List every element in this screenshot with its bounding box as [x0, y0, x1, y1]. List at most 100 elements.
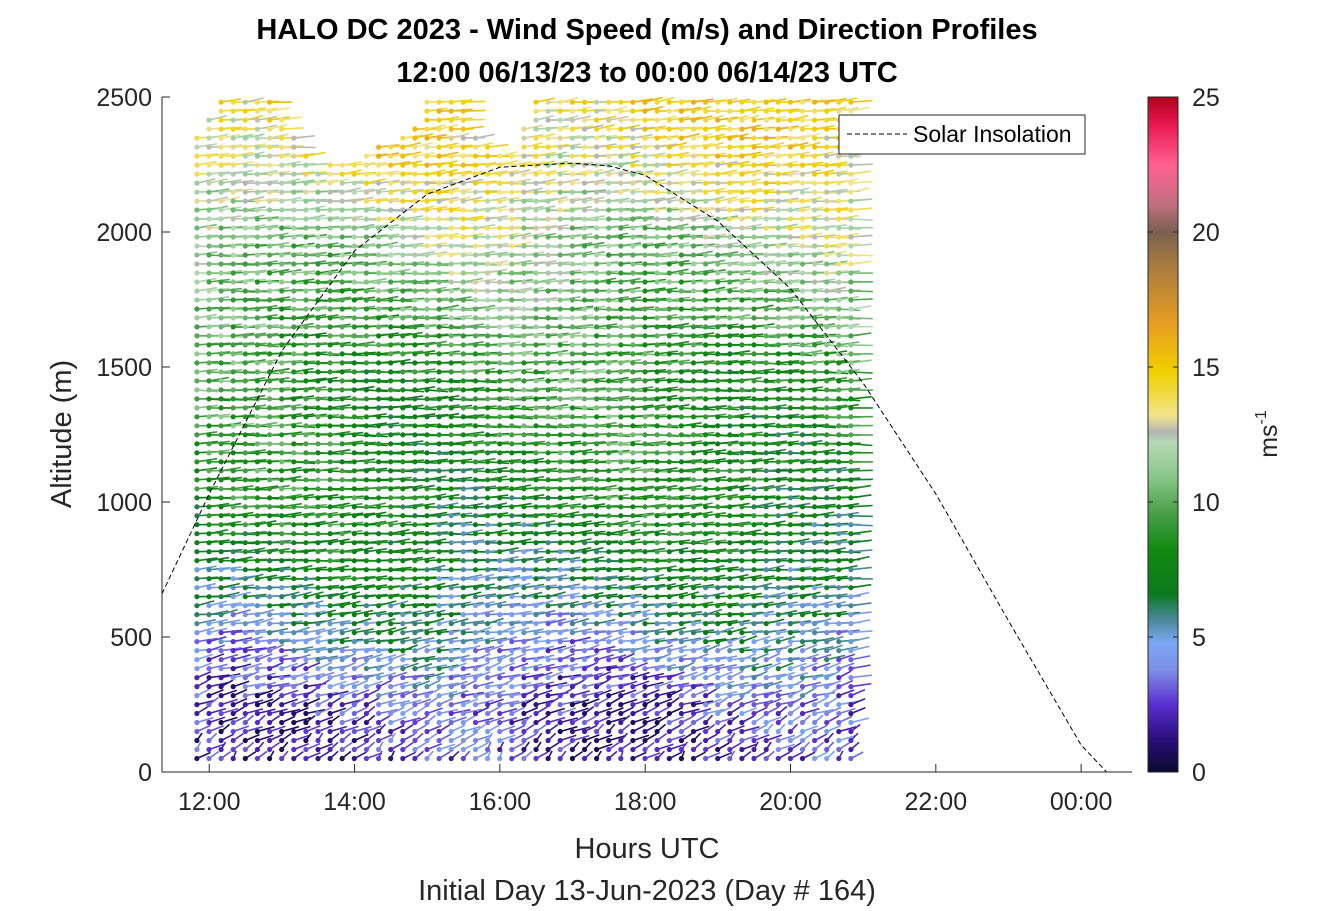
wind-barb-dot — [606, 710, 612, 717]
wind-barb-dot — [521, 441, 527, 447]
wind-barb-dot — [230, 459, 236, 465]
wind-barb-stick — [281, 591, 300, 598]
wind-barb-dot — [315, 297, 321, 303]
wind-barb-dot — [557, 126, 563, 132]
wind-barb-stick — [535, 114, 554, 121]
wind-barb-dot — [533, 324, 539, 330]
wind-barb-dot — [497, 522, 503, 528]
wind-barb-dot — [533, 108, 539, 114]
wind-barb-dot — [606, 378, 612, 384]
wind-barb-dot — [363, 414, 369, 420]
wind-barb-dot — [460, 621, 466, 627]
wind-barb-dot — [460, 396, 466, 402]
wind-barb-stick — [547, 349, 568, 355]
wind-barb-dot — [412, 459, 418, 465]
wind-barb-stick — [257, 653, 273, 661]
wind-barb-dot — [521, 171, 527, 177]
wind-barb-dot — [230, 297, 236, 303]
wind-barb-dot — [279, 621, 285, 627]
wind-barb-dot — [267, 216, 273, 222]
wind-barb-dot — [376, 261, 382, 267]
wind-barb-stick — [523, 133, 544, 139]
wind-barb-dot — [242, 684, 248, 690]
wind-barb-dot — [594, 621, 600, 627]
wind-barb-dot — [545, 540, 551, 546]
wind-barb-dot — [194, 180, 200, 186]
wind-barb-stick — [572, 734, 590, 742]
wind-barb-dot — [279, 342, 285, 348]
wind-barb-dot — [388, 270, 394, 276]
wind-barb-dot — [279, 414, 285, 420]
wind-barb-dot — [254, 288, 260, 294]
wind-barb-dot — [194, 189, 200, 195]
wind-barb-dot — [485, 522, 491, 528]
wind-barb-dot — [327, 450, 333, 456]
wind-barb-dot — [594, 675, 600, 681]
wind-barb-dot — [412, 486, 418, 492]
wind-barb-dot — [291, 621, 297, 627]
wind-barb-dot — [267, 369, 273, 375]
wind-barb-dot — [315, 378, 321, 384]
wind-barb-stick — [196, 277, 217, 283]
wind-barb-dot — [339, 755, 345, 762]
wind-barb-dot — [254, 234, 260, 240]
wind-barb-dot — [485, 261, 491, 267]
wind-barb-dot — [351, 666, 357, 672]
wind-barb-dot — [545, 684, 551, 690]
wind-barb-dot — [267, 675, 273, 681]
wind-barb-stick — [390, 690, 410, 697]
wind-barb-dot — [533, 360, 539, 366]
wind-barb-dot — [206, 684, 212, 690]
wind-barb-stick — [220, 133, 241, 139]
wind-barb-dot — [400, 630, 406, 636]
wind-barb-stick — [584, 681, 604, 688]
wind-barb-dot — [376, 342, 382, 348]
wind-barb-dot — [194, 288, 200, 294]
wind-barb-stick — [293, 564, 313, 571]
wind-barb-stick — [438, 116, 460, 121]
wind-barb-dot — [448, 630, 454, 636]
wind-barb-stick — [572, 546, 592, 553]
wind-barb-dot — [363, 684, 369, 690]
wind-barb-dot — [472, 549, 479, 555]
wind-barb-dot — [424, 216, 430, 222]
wind-barb-dot — [460, 755, 466, 762]
wind-barb-dot — [206, 549, 212, 555]
wind-barb-dot — [339, 746, 345, 753]
wind-barb-dot — [230, 135, 236, 141]
wind-barb-dot — [291, 180, 297, 186]
wind-barb-stick — [463, 644, 481, 652]
wind-barb-dot — [351, 189, 357, 195]
wind-barb-dot — [363, 315, 369, 321]
wind-barb-dot — [339, 315, 345, 321]
wind-barb-dot — [303, 746, 309, 753]
wind-barb-dot — [557, 297, 563, 303]
wind-barb-dot — [448, 405, 454, 411]
wind-barb-dot — [400, 639, 406, 645]
wind-barb-dot — [460, 153, 466, 159]
wind-barb-dot — [400, 513, 406, 519]
wind-barb-dot — [315, 522, 321, 528]
wind-barb-dot — [363, 612, 369, 618]
wind-barb-stick — [499, 700, 520, 706]
wind-barb-dot — [448, 369, 454, 375]
wind-barb-stick — [305, 205, 325, 211]
wind-barb-dot — [267, 585, 273, 591]
wind-barb-dot — [545, 126, 551, 132]
wind-barb-stick — [390, 600, 409, 607]
wind-barb-dot — [400, 423, 406, 429]
wind-barb-dot — [436, 234, 442, 240]
wind-barb-dot — [448, 351, 454, 357]
wind-barb-stick — [402, 609, 422, 616]
wind-barb-dot — [412, 252, 418, 258]
wind-barb-dot — [206, 728, 212, 735]
wind-barb-dot — [581, 666, 588, 672]
wind-barb-stick — [584, 600, 603, 607]
wind-barb-dot — [254, 549, 260, 555]
wind-barb-dot — [254, 243, 260, 249]
wind-barb-dot — [509, 675, 515, 681]
wind-barb-dot — [206, 351, 212, 357]
wind-barb-dot — [606, 540, 612, 546]
wind-barb-dot — [594, 558, 600, 564]
wind-barb-dot — [606, 657, 612, 663]
